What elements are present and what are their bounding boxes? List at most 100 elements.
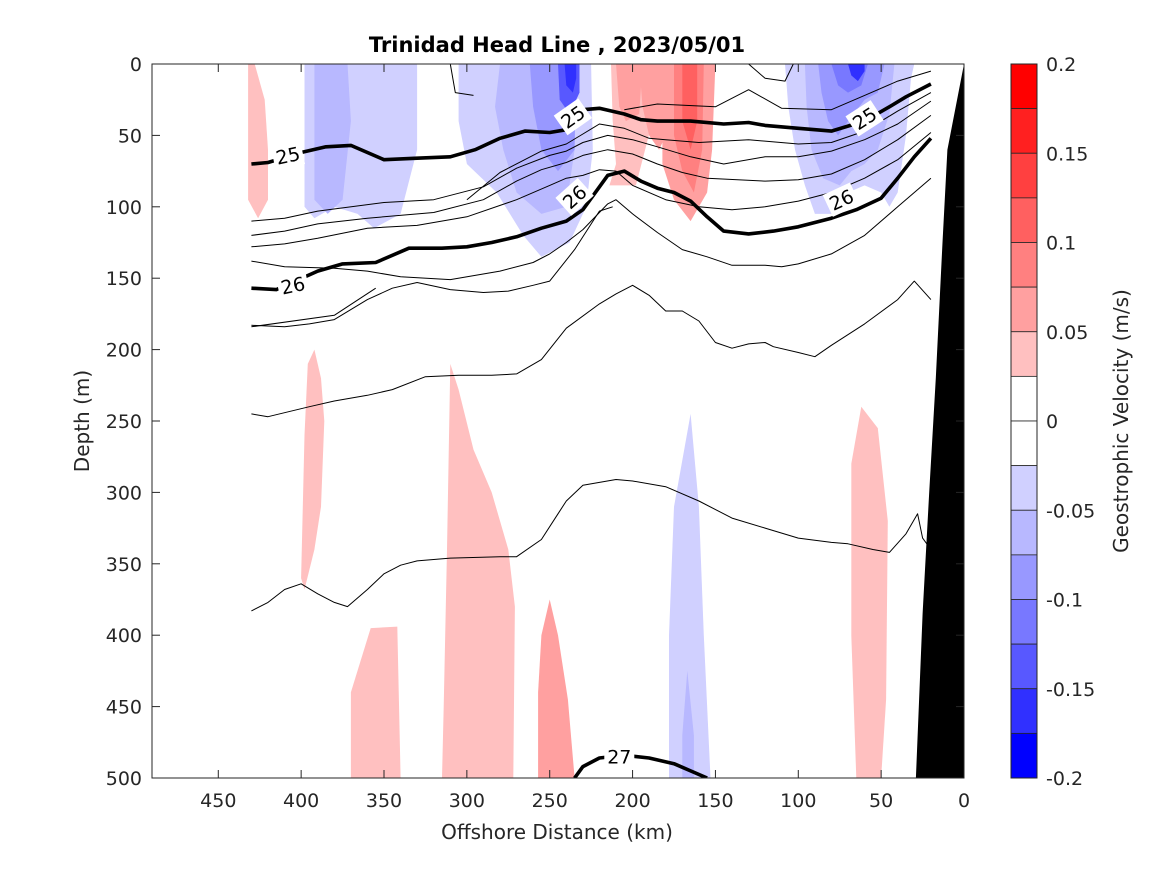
isopycnal-line-12 [251,287,376,328]
contour-label-text: 25 [274,143,302,170]
colorbar-segment-11 [1010,554,1038,600]
y-tick-label: 250 [106,411,142,433]
contour-label-halo [553,98,593,136]
x-tick-label: 100 [780,790,816,812]
colorbar-segment-10 [1010,509,1038,556]
isopycnal-line-11 [251,206,613,328]
contour-label-halo [270,140,306,171]
velocity-patch-10 [616,64,643,122]
bathymetry-layer [915,64,964,778]
isopycnal-line-7 [251,114,932,236]
x-tick-label: 0 [958,790,970,812]
colorbar-segment-6 [1010,331,1038,377]
contour-label-25-0: 25 [270,140,306,171]
contour-label-text: 26 [279,273,307,300]
isopycnal-27-line [573,753,708,778]
colorbar-tick-label: 0.1 [1046,233,1076,255]
isopycnal-line-5 [466,92,932,201]
x-axis: 450 400 350 300 250 200 150 100 50 0 [200,64,970,812]
isopycnal-line-6 [251,100,932,222]
velocity-patch-14 [682,64,698,150]
velocity-patch-24 [669,413,711,778]
colorbar-tick-label: -0.15 [1046,679,1095,701]
contour-label-halo [275,270,311,301]
velocity-patch-26 [851,406,888,778]
colorbar-segment-0 [1010,63,1038,110]
colorbar: 0.2 0.15 0.1 0.05 0 -0.05 -0.1 -0.15 -0.2 [1010,54,1095,790]
colorbar-tick-label: 0.2 [1046,54,1076,76]
chart-title: Trinidad Head Line , 2023/05/01 [369,33,745,57]
y-tick-label: 100 [106,197,142,219]
colorbar-segment-3 [1010,197,1038,243]
velocity-patch-22 [442,363,515,778]
density-contours [251,64,933,778]
colorbar-segment-5 [1010,286,1038,333]
isopycnal-line-2 [748,64,794,82]
contour-label-halo [555,177,594,216]
y-tick-label: 350 [106,554,142,576]
isopycnal-line-8 [251,132,932,248]
colorbar-tick-label: 0.15 [1046,143,1088,165]
colorbar-segment-8 [1010,420,1038,467]
isopycnal-line-1 [449,64,474,96]
colorbar-segment-15 [1010,732,1038,779]
colorbar-segment-13 [1010,643,1038,690]
isopycnal-line-13 [251,280,932,418]
velocity-field [248,64,915,778]
isopycnal-line-4 [624,70,932,111]
isopycnal-26-line [251,137,933,292]
x-tick-label: 400 [283,790,319,812]
bathymetry-polygon [915,64,964,778]
y-tick-label: 200 [106,340,142,362]
colorbar-tick-label: 0.05 [1046,322,1088,344]
colorbar-tick-label: -0.2 [1046,768,1083,790]
colorbar-tick-label: 0 [1046,411,1058,433]
velocity-patch-8 [564,64,577,93]
contour-label-halo [604,744,635,769]
colorbar-segment-12 [1010,599,1038,645]
velocity-patch-2 [314,64,351,214]
isopycnal-25-line [251,82,932,166]
y-tick-label: 400 [106,625,142,647]
velocity-patch-23 [538,599,575,778]
y-tick-label: 50 [118,125,142,147]
colorbar-segment-9 [1010,465,1038,511]
velocity-patch-0 [248,64,268,219]
colorbar-segment-4 [1010,242,1038,288]
x-tick-label: 450 [200,790,236,812]
contour-label-halo [845,100,884,137]
colorbar-segment-7 [1010,375,1038,422]
x-tick-label: 250 [532,790,568,812]
x-tick-label: 200 [614,790,650,812]
y-tick-label: 150 [106,268,142,290]
y-axis: 0 50 100 150 200 250 300 350 400 450 500 [106,54,964,790]
x-tick-label: 300 [449,790,485,812]
contour-label-halo [822,182,861,217]
velocity-patch-17 [818,64,885,136]
y-tick-label: 500 [106,768,142,790]
y-axis-title: Depth (m) [70,370,94,472]
colorbar-segment-14 [1010,688,1038,734]
contour-label-26-3: 26 [275,270,311,301]
colorbar-segment-1 [1010,108,1038,154]
colorbar-title: Geostrophic Velocity (m/s) [1109,289,1133,553]
isopycnal-line-14 [251,479,932,612]
x-tick-label: 50 [869,790,893,812]
y-tick-label: 450 [106,697,142,719]
x-axis-title: Offshore Distance (km) [441,820,673,844]
velocity-patch-25 [682,670,694,778]
isopycnal-line-10 [251,177,932,281]
colorbar-frame [1010,63,1038,779]
contour-label-27-6: 27 [604,744,635,769]
x-tick-label: 150 [697,790,733,812]
y-tick-label: 300 [106,482,142,504]
colorbar-tick-label: -0.05 [1046,500,1095,522]
contour-label-text: 27 [607,747,631,769]
y-tick-label: 0 [130,54,142,76]
velocity-patch-20 [301,349,325,590]
velocity-patch-21 [350,626,401,778]
colorbar-tick-label: -0.1 [1046,590,1083,612]
